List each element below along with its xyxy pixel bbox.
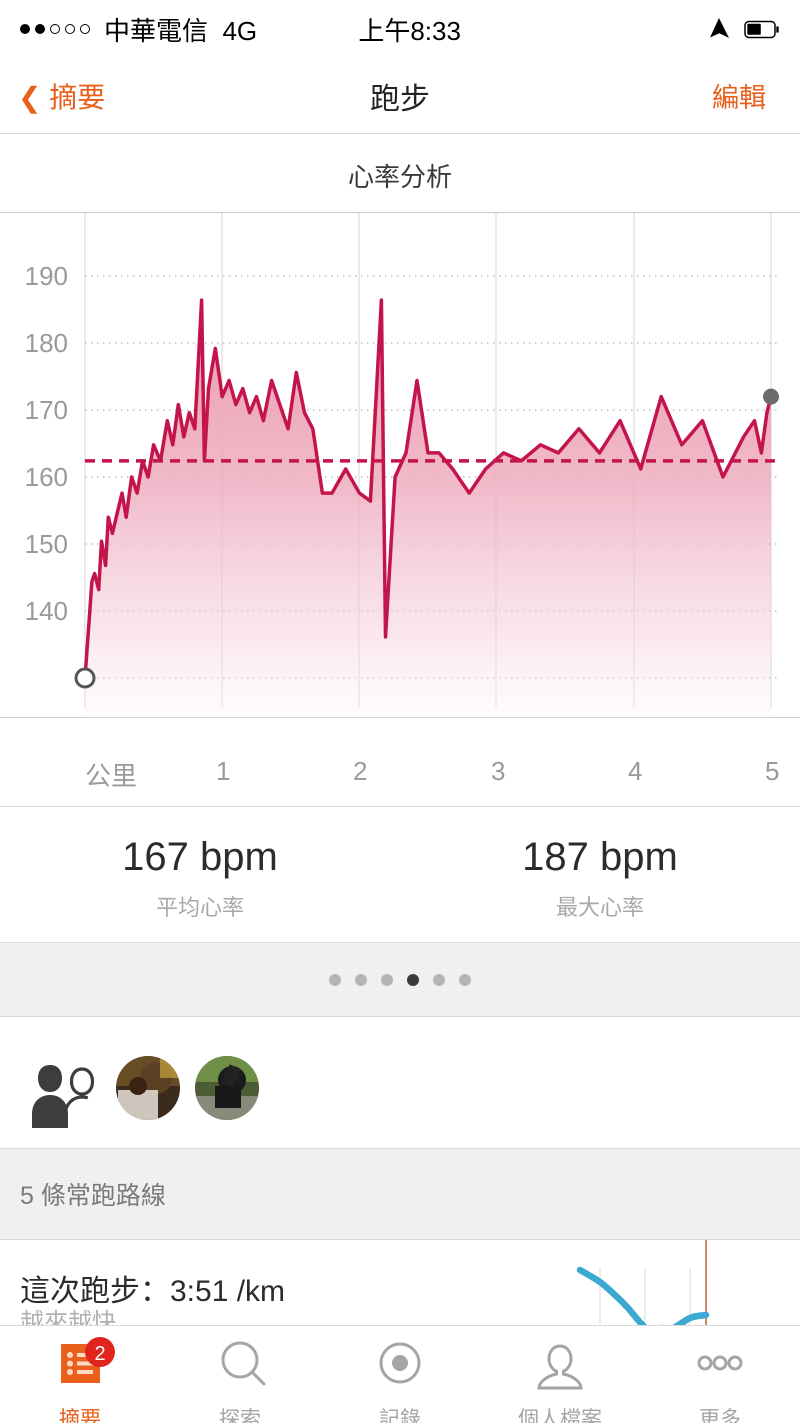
svg-text:150: 150 — [25, 529, 68, 559]
svg-text:2: 2 — [94, 1343, 105, 1365]
svg-text:180: 180 — [25, 328, 68, 358]
svg-text:190: 190 — [25, 261, 68, 291]
svg-text:140: 140 — [25, 596, 68, 626]
svg-text:170: 170 — [25, 395, 68, 425]
svg-text:160: 160 — [25, 462, 68, 492]
